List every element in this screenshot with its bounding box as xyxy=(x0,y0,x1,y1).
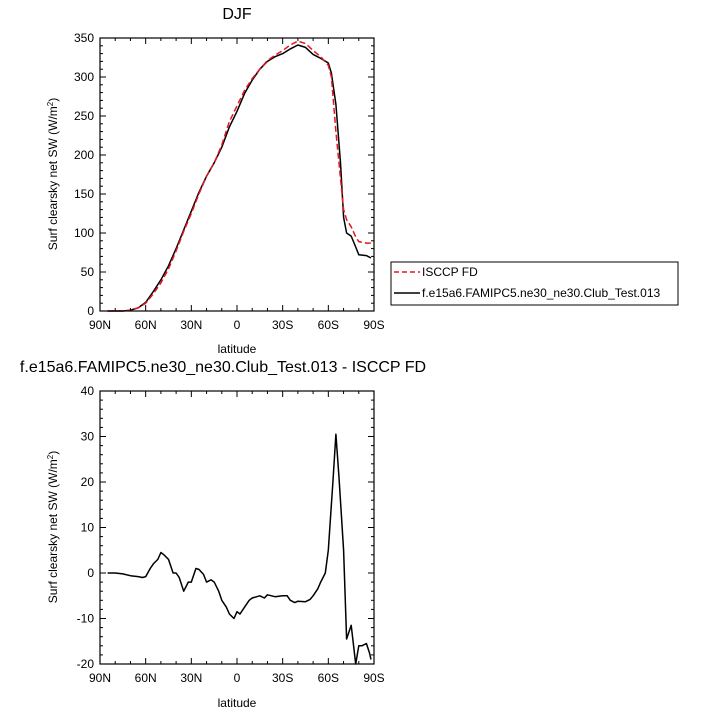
bottom-xtick-label: 60S xyxy=(318,671,339,685)
bottom-y-axis-title: Surf clearsky net SW (W/m2) xyxy=(46,451,60,603)
bottom-xtick-label: 0 xyxy=(234,671,241,685)
top-xtick-label: 90S xyxy=(363,318,384,332)
bottom-ytick-label: -10 xyxy=(77,612,95,626)
bottom-ytick-label: 20 xyxy=(81,475,95,489)
top-series-group xyxy=(107,40,372,312)
legend-label-isccp: ISCCP FD xyxy=(422,265,478,279)
bottom-ytick-label: -20 xyxy=(77,657,95,671)
bottom-chart-title: f.e15a6.FAMIPC5.ne30_ne30.Club_Test.013 … xyxy=(20,359,426,376)
bottom-xtick-label: 60N xyxy=(135,671,157,685)
bottom-xtick-label: 90S xyxy=(363,671,384,685)
top-ticks: 90N 60N 30N 0 30S 60S 90S 0 50 100 150 200 250 300 350 xyxy=(74,31,385,332)
bottom-series-group xyxy=(107,433,372,665)
bottom-ytick-label: 10 xyxy=(81,521,95,535)
top-y-axis-title: Surf clearsky net SW (W/m2) xyxy=(46,98,60,250)
top-xtick-label: 60N xyxy=(135,318,157,332)
bottom-plot-frame xyxy=(99,390,375,665)
top-ytick-label: 200 xyxy=(74,148,94,162)
bottom-series-model-line xyxy=(107,433,372,665)
top-chart-title: DJF xyxy=(222,6,252,23)
top-xtick-label: 90N xyxy=(89,318,111,332)
top-xtick-label: 30S xyxy=(272,318,293,332)
bottom-ytick-label: 30 xyxy=(81,430,95,444)
top-x-axis-title: latitude xyxy=(218,342,257,356)
top-xtick-label: 30N xyxy=(180,318,202,332)
top-xtick-label: 0 xyxy=(234,318,241,332)
top-ytick-label: 150 xyxy=(74,187,94,201)
bottom-xtick-label: 30N xyxy=(180,671,202,685)
top-ytick-label: 100 xyxy=(74,226,94,240)
top-panel: DJF 90N 60N 30N 0 30S 60S 90S 0 50 100 150 200 250 30… xyxy=(46,6,385,356)
top-ytick-label: 300 xyxy=(74,70,94,84)
bottom-x-axis-title: latitude xyxy=(218,696,257,710)
legend-box xyxy=(390,261,679,306)
bottom-xtick-label: 90N xyxy=(89,671,111,685)
top-ytick-label: 50 xyxy=(81,265,95,279)
top-ytick-label: 250 xyxy=(74,109,94,123)
legend-label-model: f.e15a6.FAMIPC5.ne30_ne30.Club_Test.013 xyxy=(422,286,660,300)
top-ytick-label: 350 xyxy=(74,31,94,45)
top-series-isccp-line xyxy=(107,40,371,312)
bottom-ytick-label: 0 xyxy=(87,566,94,580)
bottom-xtick-label: 30S xyxy=(272,671,293,685)
bottom-ticks: 90N 60N 30N 0 30S 60S 90S -20 -10 0 10 20 30 40 xyxy=(77,384,385,685)
top-xtick-label: 60S xyxy=(318,318,339,332)
legend: ISCCP FD f.e15a6.FAMIPC5.ne30_ne30.Club_… xyxy=(390,261,679,306)
bottom-panel: f.e15a6.FAMIPC5.ne30_ne30.Club_Test.013 … xyxy=(20,359,426,710)
top-ytick-label: 0 xyxy=(87,304,94,318)
bottom-ytick-label: 40 xyxy=(81,384,95,398)
